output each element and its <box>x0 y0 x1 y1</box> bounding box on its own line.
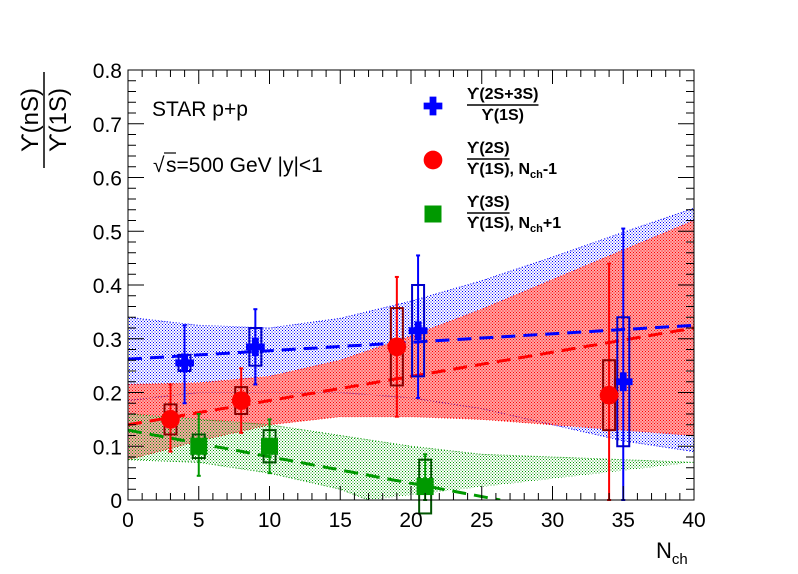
fit-line-s3s <box>128 428 501 500</box>
data-point-s2s <box>161 383 180 453</box>
energy-text: s=500 GeV |y|<1 <box>166 154 323 177</box>
marker-cross <box>175 353 194 373</box>
data-point-s2s3s <box>408 254 428 399</box>
y-tick-label: 0.7 <box>93 114 122 137</box>
legend-marker-square <box>424 205 442 223</box>
marker-cross <box>246 337 265 357</box>
x-tick-label: 10 <box>258 509 281 532</box>
data-point-s3s <box>190 413 208 477</box>
marker-circle <box>599 385 619 405</box>
energy-label: √ s=500 GeV |y|<1 <box>153 152 323 177</box>
y-tick-label: 0.6 <box>93 168 122 191</box>
x-tick-label: 35 <box>612 509 635 532</box>
fit-line-s2s3s <box>128 323 694 361</box>
data-point-s2s3s <box>175 324 194 405</box>
legend-marker-circle <box>423 150 443 170</box>
legend-denominator: ϒ(1S) <box>467 161 510 178</box>
legend-numerator: ϒ(3S) <box>467 194 510 211</box>
experiment-label: STAR p+p <box>152 98 248 121</box>
data-point-s3s <box>416 453 434 515</box>
y-tick-label: 0.3 <box>93 329 122 352</box>
data-point-s2s3s <box>246 308 265 386</box>
data-point-s2s <box>231 367 251 434</box>
fit-line-s2s <box>128 326 694 427</box>
marker-circle <box>231 391 251 410</box>
band-upper-edge-s3s <box>128 413 694 463</box>
legend-entry-s2s3s: ϒ(2S+3S) ϒ(1S) <box>423 86 539 124</box>
axis-ticks: 0 5 10 15 20 25 30 35 40 0 0.1 0.2 0.3 0.4 0.5 0.6 0.7 0.… <box>93 60 706 532</box>
data-points <box>161 227 633 515</box>
marker-cross <box>613 372 633 392</box>
legend-suffix: , Nch+1 <box>510 215 562 235</box>
band-lower-edge-s3s <box>128 459 369 500</box>
fit-lines <box>128 323 694 500</box>
x-tick-label: 40 <box>682 509 705 532</box>
data-point-s3s <box>261 418 278 475</box>
x-tick-label: 0 <box>122 509 134 532</box>
y-tick-label: 0.5 <box>93 221 122 244</box>
data-point-s2s <box>387 275 407 418</box>
data-point-s2s3s <box>613 227 633 501</box>
legend-numerator: ϒ(2S) <box>467 140 510 157</box>
marker-circle <box>161 410 180 429</box>
x-tick-label: 5 <box>193 509 205 532</box>
y-tick-label: 0.2 <box>93 383 122 406</box>
y-axis-title: ϒ(nS) ϒ(1S) <box>17 72 72 168</box>
x-tick-label: 25 <box>470 509 493 532</box>
legend-entry-s3s: ϒ(3S) ϒ(1S), Nch+1 <box>424 194 562 235</box>
legend-entry-s2s: ϒ(2S) ϒ(1S), Nch-1 <box>423 140 558 181</box>
legend-suffix: , Nch-1 <box>510 161 558 181</box>
sqrt-symbol: √ <box>153 154 165 177</box>
legend-denominator: ϒ(1S) <box>481 107 524 124</box>
y-axis-title-denominator: ϒ(1S) <box>45 88 72 152</box>
marker-cross <box>408 321 428 341</box>
marker-square <box>190 437 208 455</box>
band-upper-edge-s2s <box>128 220 694 385</box>
x-tick-label: 15 <box>329 509 352 532</box>
y-axis-title-numerator: ϒ(nS) <box>17 88 44 152</box>
x-tick-label: 30 <box>541 509 564 532</box>
x-tick-label: 20 <box>399 509 422 532</box>
x-axis-title-sub: ch <box>672 551 688 568</box>
y-tick-label: 0 <box>110 490 122 513</box>
legend: ϒ(2S+3S)ϒ(1S)ϒ(2S)ϒ(1S), Nch-1ϒ(3S)ϒ(1S)… <box>423 86 562 235</box>
y-tick-label: 0.1 <box>93 436 122 459</box>
y-tick-label: 0.8 <box>93 60 122 83</box>
x-axis-title: Nch <box>656 538 688 568</box>
legend-denominator: ϒ(1S) <box>467 215 510 232</box>
legend-marker-cross <box>423 96 443 116</box>
marker-square <box>261 437 278 455</box>
y-tick-label: 0.4 <box>93 275 123 298</box>
data-point-s2s <box>599 262 619 501</box>
marker-circle <box>387 337 407 357</box>
legend-numerator: ϒ(2S+3S) <box>467 86 538 103</box>
marker-square <box>416 478 434 496</box>
